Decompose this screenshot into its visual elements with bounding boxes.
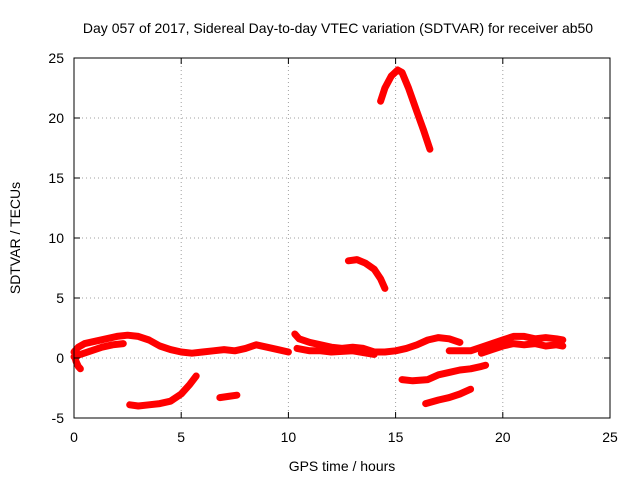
y-tick-label: 0 xyxy=(56,350,64,366)
series-band-b-low xyxy=(293,344,378,358)
x-tick-label: 5 xyxy=(177,429,185,445)
series-band-c-low xyxy=(477,340,567,357)
data-series xyxy=(70,66,567,410)
chart-title: Day 057 of 2017, Sidereal Day-to-day VTE… xyxy=(83,20,593,36)
axis-ticks xyxy=(73,57,611,419)
series-band-a xyxy=(70,331,292,357)
series-neg-3 xyxy=(398,361,490,385)
series-neg-4 xyxy=(422,385,475,408)
y-tick-label: 20 xyxy=(48,110,64,126)
series-arc-mid xyxy=(344,256,389,292)
x-tick-label: 20 xyxy=(495,429,511,445)
y-tick-label: -5 xyxy=(52,410,65,426)
x-tick-label: 25 xyxy=(602,429,618,445)
x-tick-label: 0 xyxy=(70,429,78,445)
series-neg-2 xyxy=(216,391,241,402)
x-tick-labels: 0 5 10 15 20 25 xyxy=(70,429,618,445)
y-axis-label: SDTVAR / TECUs xyxy=(7,182,23,294)
x-tick-label: 15 xyxy=(388,429,404,445)
y-tick-label: 10 xyxy=(48,230,64,246)
y-tick-labels: -5 0 5 10 15 20 25 xyxy=(48,50,64,426)
series-band-a-tail xyxy=(71,354,84,373)
y-tick-label: 25 xyxy=(48,50,64,66)
series-neg-1 xyxy=(126,372,200,410)
series-arc-big xyxy=(377,66,434,153)
x-tick-label: 10 xyxy=(281,429,297,445)
x-axis-label: GPS time / hours xyxy=(289,458,396,474)
series-band-c xyxy=(445,332,567,355)
series-band-a-low xyxy=(70,340,127,361)
grid-lines xyxy=(74,58,610,418)
y-tick-label: 15 xyxy=(48,170,64,186)
y-tick-label: 5 xyxy=(56,290,64,306)
